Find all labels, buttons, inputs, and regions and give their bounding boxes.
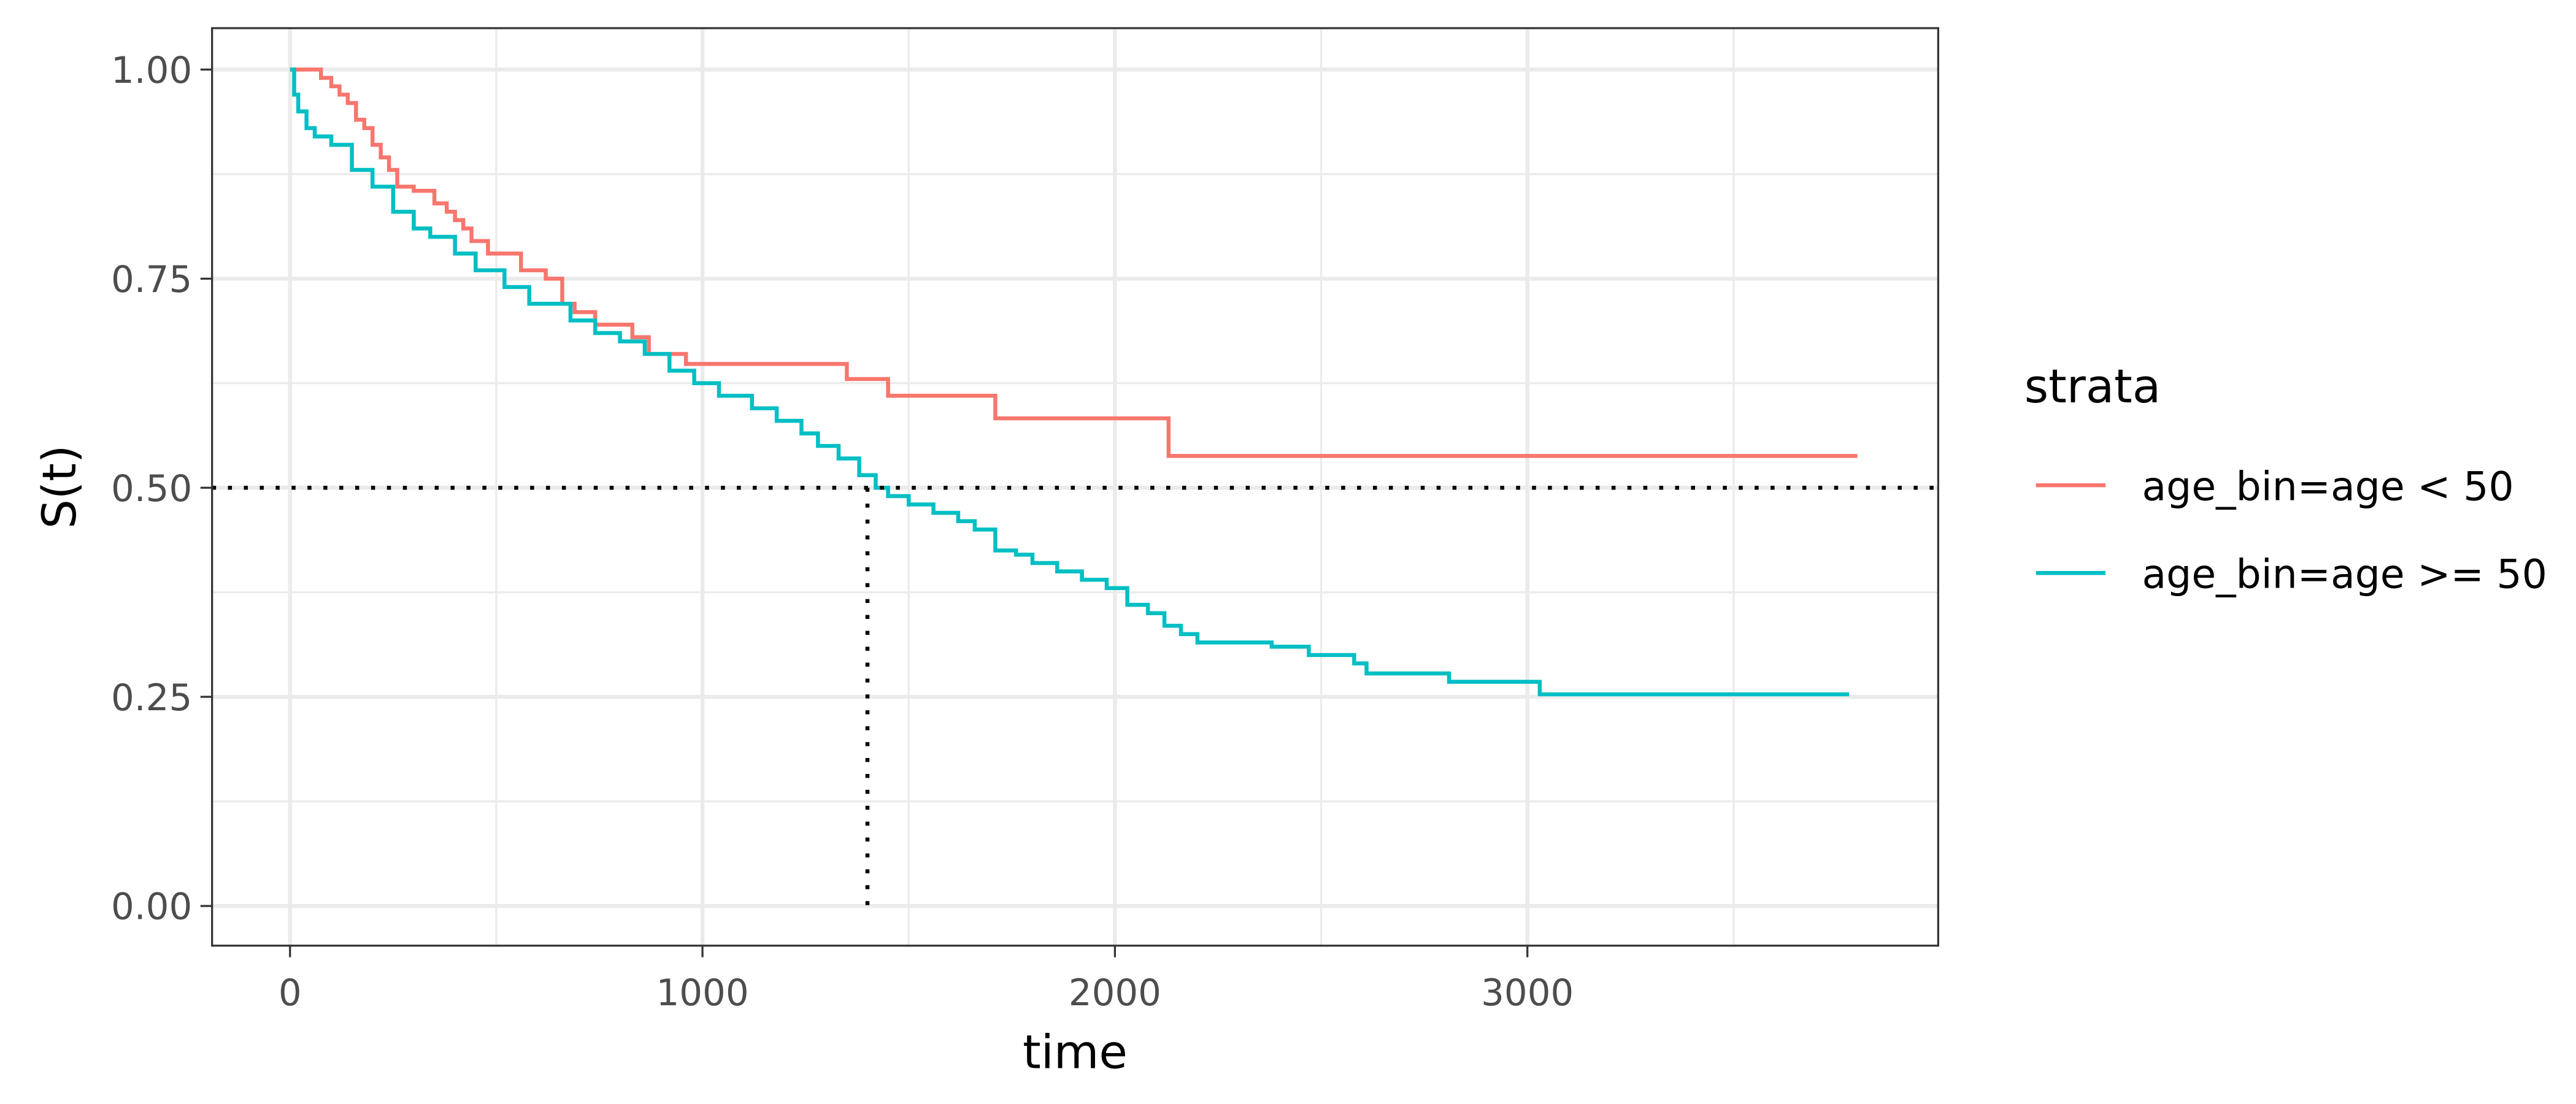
x-axis-title: time <box>1023 1025 1128 1079</box>
legend-title: strata <box>2024 359 2161 413</box>
x-tick-label: 1000 <box>656 972 748 1014</box>
x-tick-label: 3000 <box>1481 972 1574 1014</box>
y-tick-label: 0.00 <box>111 886 192 929</box>
y-tick-label: 0.25 <box>111 677 192 719</box>
legend-label: age_bin=age < 50 <box>2142 464 2513 510</box>
legend-label: age_bin=age >= 50 <box>2142 552 2547 598</box>
y-tick-label: 0.50 <box>111 468 192 510</box>
x-tick-label: 0 <box>279 972 302 1014</box>
survival-curve <box>290 67 1858 458</box>
panel-border <box>211 27 1939 947</box>
y-tick-label: 0.75 <box>111 259 192 301</box>
survival-curve <box>290 67 1850 697</box>
y-tick-label: 1.00 <box>111 50 192 92</box>
y-axis-title: S(t) <box>33 445 87 529</box>
x-tick-label: 2000 <box>1069 972 1161 1014</box>
